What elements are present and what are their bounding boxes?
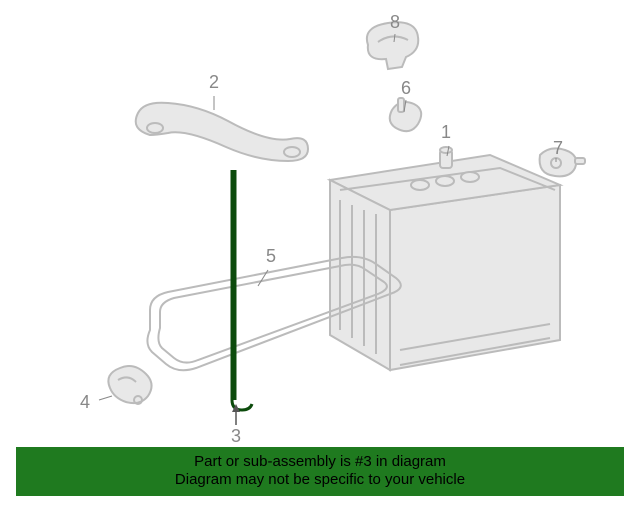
callout-8: 8 [390,12,400,32]
callout-leader-4 [99,396,112,400]
callout-4: 4 [80,392,90,412]
hook-bracket [108,366,151,404]
parts-diagram-svg: 1 2 3 4 5 6 7 8 [0,0,640,512]
banner-line-2: Diagram may not be specific to your vehi… [20,471,620,490]
callout-1: 1 [441,122,451,142]
banner-line-1: Part or sub-assembly is #3 in diagram [20,453,620,472]
callout-3: 3 [231,426,241,446]
diagram-stage: 1 2 3 4 5 6 7 8 Part or sub-assembly is … [0,0,640,512]
info-banner: Part or sub-assembly is #3 in diagram Di… [16,447,624,497]
callout-6: 6 [401,78,411,98]
callout-2: 2 [209,72,219,92]
hold-down-clamp [136,103,308,161]
callout-5: 5 [266,246,276,266]
callout-7: 7 [553,138,563,158]
hold-down-bolt-highlighted [232,170,252,410]
callout-leader-5 [258,270,268,286]
